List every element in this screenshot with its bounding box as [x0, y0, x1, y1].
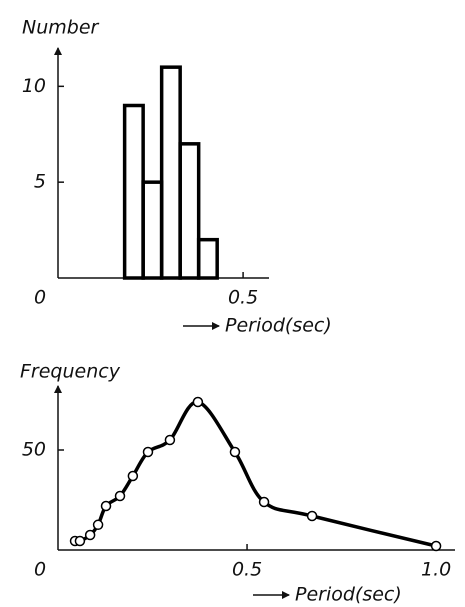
- data-point: [114, 490, 126, 502]
- x-tick-label: 0.5: [228, 287, 258, 309]
- histogram-bar: [178, 142, 201, 280]
- x-axis-label: Period(sec): [225, 315, 332, 337]
- data-point: [430, 540, 442, 552]
- data-point: [192, 396, 204, 408]
- x-tick-label: 0: [34, 559, 46, 581]
- y-tick-label: 5: [34, 171, 46, 193]
- data-point: [84, 529, 96, 541]
- data-point: [92, 519, 104, 531]
- histogram-bar: [196, 237, 219, 280]
- data-point: [164, 434, 176, 446]
- y-axis-label: Number: [22, 17, 100, 39]
- data-point: [74, 535, 86, 547]
- y-tick-label: 10: [22, 75, 46, 97]
- data-point: [142, 446, 154, 458]
- data-point: [100, 500, 112, 512]
- x-axis-label: Period(sec): [295, 584, 402, 606]
- x-tick-label: 0: [34, 287, 46, 309]
- y-tick-label: 50: [22, 439, 46, 461]
- histogram-bar: [122, 103, 145, 280]
- x-tick-label: 0.5: [232, 559, 262, 581]
- data-point: [229, 446, 241, 458]
- y-axis-label: Frequency: [20, 361, 121, 383]
- histogram-bar: [141, 180, 164, 280]
- histogram-bar: [159, 65, 182, 280]
- x-tick-label: 1.0: [421, 559, 451, 581]
- data-point: [258, 496, 270, 508]
- data-point: [127, 470, 139, 482]
- data-point: [306, 510, 318, 522]
